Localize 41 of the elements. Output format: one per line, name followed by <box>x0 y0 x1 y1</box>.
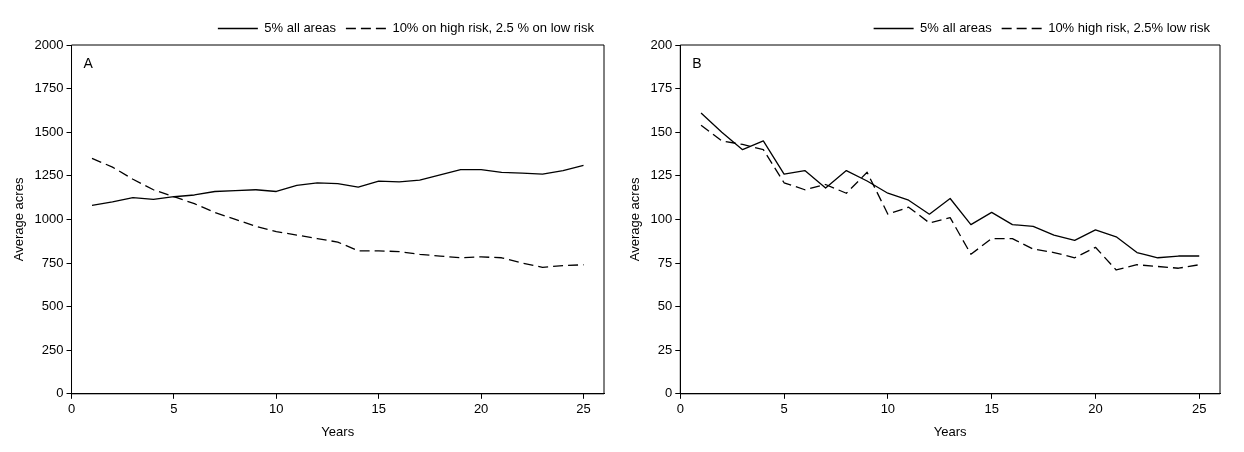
y-tick-label: 750 <box>41 254 64 270</box>
x-tick-label: 0 <box>67 401 76 417</box>
y-tick-label: 100 <box>650 210 673 226</box>
line-series <box>91 157 585 269</box>
x-axis-title: Years <box>933 423 968 439</box>
x-tick-label: 15 <box>984 401 999 417</box>
x-tick-label: 10 <box>880 401 896 417</box>
x-tick-label: 0 <box>676 401 684 417</box>
x-tick-label: 15 <box>371 401 386 417</box>
legend-label: 10% high risk, 2.5% low risk <box>1048 20 1211 36</box>
y-tick-label: 250 <box>41 341 64 357</box>
y-tick-label: 25 <box>657 341 673 357</box>
annotation: B <box>692 54 702 71</box>
x-tick-label: 25 <box>576 401 591 417</box>
y-axis-title: Average acres <box>11 177 27 262</box>
x-tick-label: 25 <box>1192 401 1207 417</box>
y-tick-label: 1750 <box>34 80 64 96</box>
legend-label: 10% on high risk, 2.5 % on low risk <box>392 20 595 36</box>
y-tick-label: 75 <box>657 254 673 270</box>
x-tick-label: 10 <box>269 401 284 417</box>
y-tick-label: 50 <box>657 298 673 314</box>
y-tick-label: 1000 <box>34 210 64 226</box>
annotation: A <box>83 54 94 71</box>
x-axis-title: Years <box>321 423 355 439</box>
y-tick-label: 500 <box>41 298 64 314</box>
x-tick-label: 20 <box>1088 401 1103 417</box>
legend-label: 5% all areas <box>920 20 993 36</box>
y-tick-label: 1250 <box>34 167 64 183</box>
x-tick-label: 5 <box>170 401 178 417</box>
y-tick-label: 150 <box>650 123 673 139</box>
y-tick-label: 125 <box>650 167 673 183</box>
x-tick-label: 5 <box>780 401 788 417</box>
y-tick-label: 200 <box>650 36 673 52</box>
x-tick-label: 20 <box>473 401 489 417</box>
y-tick-label: 0 <box>56 385 64 401</box>
y-tick-label: 2000 <box>34 36 64 52</box>
y-tick-label: 0 <box>665 385 673 401</box>
y-tick-label: 1500 <box>34 123 64 139</box>
y-tick-label: 175 <box>650 80 673 96</box>
legend-label: 5% all areas <box>264 20 337 36</box>
y-axis-title: Average acres <box>627 177 643 262</box>
